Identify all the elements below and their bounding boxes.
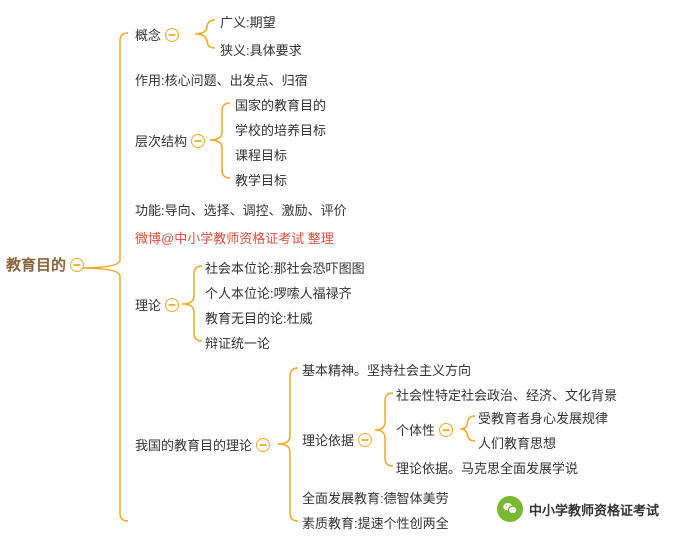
watermark-badge: 中小学教师资格证考试 — [497, 496, 659, 522]
collapse-toggle-icon[interactable] — [165, 298, 179, 312]
collapse-toggle-icon[interactable] — [439, 423, 453, 437]
node-label: 我国的教育目的理论 — [135, 435, 252, 454]
collapse-toggle-icon[interactable] — [165, 28, 179, 42]
node-label: 狭义:具体要求 — [220, 40, 302, 59]
mindmap-node[interactable]: 课程目标 — [235, 145, 287, 164]
root-node[interactable]: 教育目的 — [6, 254, 88, 275]
node-label: 理论依据。马克思全面发展学说 — [396, 458, 578, 477]
mindmap-node[interactable]: 个人本位论:啰嗦人福禄齐 — [205, 283, 352, 302]
node-label: 受教育者身心发展规律 — [478, 408, 608, 427]
root-label: 教育目的 — [6, 254, 66, 275]
wechat-icon — [497, 496, 523, 522]
node-label: 人们教育思想 — [478, 433, 556, 452]
collapse-toggle-icon[interactable] — [191, 134, 205, 148]
mindmap-node[interactable]: 狭义:具体要求 — [220, 40, 302, 59]
node-label: 学校的培养目标 — [235, 120, 326, 139]
mindmap-node[interactable]: 教学目标 — [235, 170, 287, 189]
mindmap-node[interactable]: 理论依据 — [302, 430, 376, 449]
node-label: 基本精神。坚持社会主义方向 — [302, 360, 471, 379]
node-label: 个人本位论:啰嗦人福禄齐 — [205, 283, 352, 302]
node-label: 社会本位论:那社会恐吓图图 — [205, 258, 365, 277]
node-label: 微博@中小学教师资格证考试 整理 — [135, 228, 334, 247]
node-label: 理论 — [135, 295, 161, 314]
mindmap-node[interactable]: 国家的教育目的 — [235, 95, 326, 114]
mindmap-node[interactable]: 我国的教育目的理论 — [135, 435, 274, 454]
node-label: 课程目标 — [235, 145, 287, 164]
node-label: 理论依据 — [302, 430, 354, 449]
node-label: 国家的教育目的 — [235, 95, 326, 114]
mindmap-node[interactable]: 个体性 — [396, 420, 457, 439]
mindmap-node[interactable]: 功能:导向、选择、调控、激励、评价 — [135, 200, 347, 219]
mindmap-node[interactable]: 基本精神。坚持社会主义方向 — [302, 360, 471, 379]
mindmap-node[interactable]: 辩证统一论 — [205, 333, 270, 352]
mindmap-node[interactable]: 作用:核心问题、出发点、归宿 — [135, 70, 308, 89]
mindmap-node[interactable]: 社会本位论:那社会恐吓图图 — [205, 258, 365, 277]
node-label: 社会性特定社会政治、经济、文化背景 — [396, 385, 617, 404]
mindmap-node[interactable]: 微博@中小学教师资格证考试 整理 — [135, 228, 334, 247]
mindmap-node[interactable]: 教育无目的论:杜威 — [205, 308, 313, 327]
mindmap-node[interactable]: 社会性特定社会政治、经济、文化背景 — [396, 385, 617, 404]
node-label: 素质教育:提速个性创两全 — [302, 513, 449, 532]
node-label: 概念 — [135, 25, 161, 44]
node-label: 辩证统一论 — [205, 333, 270, 352]
mindmap-node[interactable]: 理论依据。马克思全面发展学说 — [396, 458, 578, 477]
mindmap-node[interactable]: 受教育者身心发展规律 — [478, 408, 608, 427]
mindmap-node[interactable]: 人们教育思想 — [478, 433, 556, 452]
node-label: 功能:导向、选择、调控、激励、评价 — [135, 200, 347, 219]
mindmap-node[interactable]: 素质教育:提速个性创两全 — [302, 513, 449, 532]
node-label: 全面发展教育:德智体美劳 — [302, 488, 449, 507]
collapse-toggle-icon[interactable] — [256, 438, 270, 452]
node-label: 个体性 — [396, 420, 435, 439]
mindmap-node[interactable]: 理论 — [135, 295, 183, 314]
mindmap-node[interactable]: 广义:期望 — [220, 12, 276, 31]
watermark-text: 中小学教师资格证考试 — [529, 500, 659, 519]
mindmap-node[interactable]: 学校的培养目标 — [235, 120, 326, 139]
node-label: 教育无目的论:杜威 — [205, 308, 313, 327]
collapse-toggle-icon[interactable] — [358, 433, 372, 447]
node-label: 作用:核心问题、出发点、归宿 — [135, 70, 308, 89]
mindmap-node[interactable]: 全面发展教育:德智体美劳 — [302, 488, 449, 507]
node-label: 教学目标 — [235, 170, 287, 189]
mindmap-node[interactable]: 概念 — [135, 25, 183, 44]
node-label: 层次结构 — [135, 131, 187, 150]
mindmap-node[interactable]: 层次结构 — [135, 131, 209, 150]
node-label: 广义:期望 — [220, 12, 276, 31]
collapse-toggle-icon[interactable] — [70, 258, 84, 272]
